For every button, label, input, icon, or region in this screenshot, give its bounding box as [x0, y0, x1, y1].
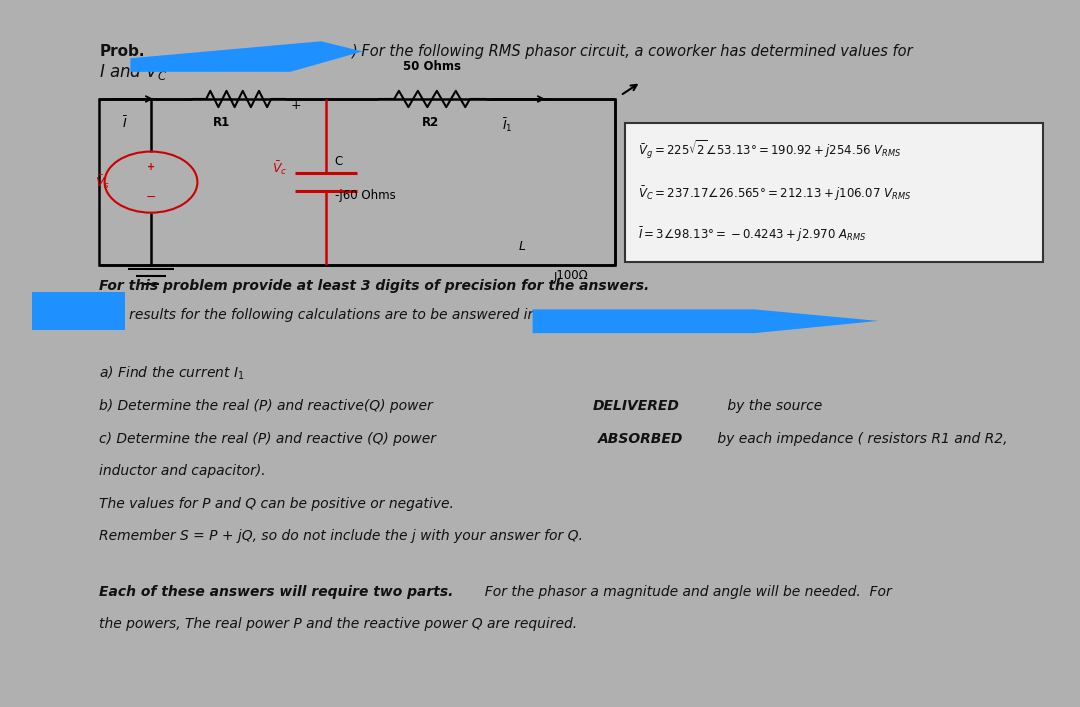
- Text: $I$ and $V_C$: $I$ and $V_C$: [99, 62, 167, 82]
- Text: by the source: by the source: [724, 399, 823, 413]
- Text: L: L: [518, 240, 526, 253]
- Text: c) Determine the real (P) and reactive (Q) power: c) Determine the real (P) and reactive (…: [99, 432, 441, 445]
- Text: b) Determine the real (P) and reactive(Q) power: b) Determine the real (P) and reactive(Q…: [99, 399, 437, 413]
- Text: $\bar{V}_C = 237.17\angle26.565°= 212.13 + j106.07\ \mathit{V}_{RMS}$: $\bar{V}_C = 237.17\angle26.565°= 212.13…: [638, 185, 912, 203]
- Text: $\bar{V}_c$: $\bar{V}_c$: [272, 160, 287, 177]
- Text: For this problem provide at least 3 digits of precision for the answers.: For this problem provide at least 3 digi…: [99, 279, 650, 293]
- Text: $\bar{V}_g = 225\sqrt{2}\angle53.13°= 190.92 + j254.56\ \mathit{V}_{RMS}$: $\bar{V}_g = 225\sqrt{2}\angle53.13°= 19…: [638, 139, 902, 161]
- Text: ABSORBED: ABSORBED: [597, 432, 683, 445]
- Text: C: C: [335, 156, 342, 168]
- Text: +: +: [147, 162, 156, 172]
- Text: Prob.: Prob.: [99, 44, 145, 59]
- Text: The results for the following calculations are to be answered in: The results for the following calculatio…: [99, 308, 537, 322]
- Bar: [99, 99, 616, 265]
- Text: the powers, The real power P and the reactive power Q are required.: the powers, The real power P and the rea…: [99, 617, 578, 631]
- Text: by each impedance ( resistors R1 and R2,: by each impedance ( resistors R1 and R2,: [713, 432, 1008, 445]
- Bar: [625, 123, 1043, 262]
- Text: R1: R1: [213, 116, 230, 129]
- Bar: [32, 293, 125, 329]
- Text: a) Find the current $I_1$: a) Find the current $I_1$: [99, 365, 245, 382]
- Text: R2: R2: [422, 116, 438, 129]
- Text: ȷ100Ω: ȷ100Ω: [553, 269, 588, 282]
- Text: −: −: [146, 191, 157, 204]
- Text: -j60 Ohms: -j60 Ohms: [335, 189, 395, 202]
- Text: 50 Ohms: 50 Ohms: [403, 60, 461, 74]
- Text: $\bar{I}$: $\bar{I}$: [122, 116, 129, 132]
- Text: Remember S = P + jQ, so do not include the j with your answer for Q.: Remember S = P + jQ, so do not include t…: [99, 530, 583, 544]
- Text: ) For the following RMS phasor circuit, a coworker has determined values for: ) For the following RMS phasor circuit, …: [352, 44, 914, 59]
- Text: +: +: [291, 99, 301, 112]
- Text: $\bar{I}_1$: $\bar{I}_1$: [501, 116, 512, 134]
- Text: inductor and capacitor).: inductor and capacitor).: [99, 464, 266, 479]
- Text: The values for P and Q can be positive or negative.: The values for P and Q can be positive o…: [99, 497, 455, 511]
- Text: Each of these answers will require two parts.: Each of these answers will require two p…: [99, 585, 454, 599]
- Text: 50 Ohms: 50 Ohms: [210, 60, 268, 74]
- Polygon shape: [131, 41, 363, 72]
- Text: DELIVERED: DELIVERED: [593, 399, 679, 413]
- Text: $\bar{V}_s$: $\bar{V}_s$: [95, 173, 110, 191]
- Text: $\bar{I} = 3\angle98.13°= -0.4243 + j2.970\ \mathit{A}_{RMS}$: $\bar{I} = 3\angle98.13°= -0.4243 + j2.9…: [638, 226, 866, 244]
- Polygon shape: [532, 310, 878, 333]
- Text: For the phasor a magnitude and angle will be needed.  For: For the phasor a magnitude and angle wil…: [476, 585, 892, 599]
